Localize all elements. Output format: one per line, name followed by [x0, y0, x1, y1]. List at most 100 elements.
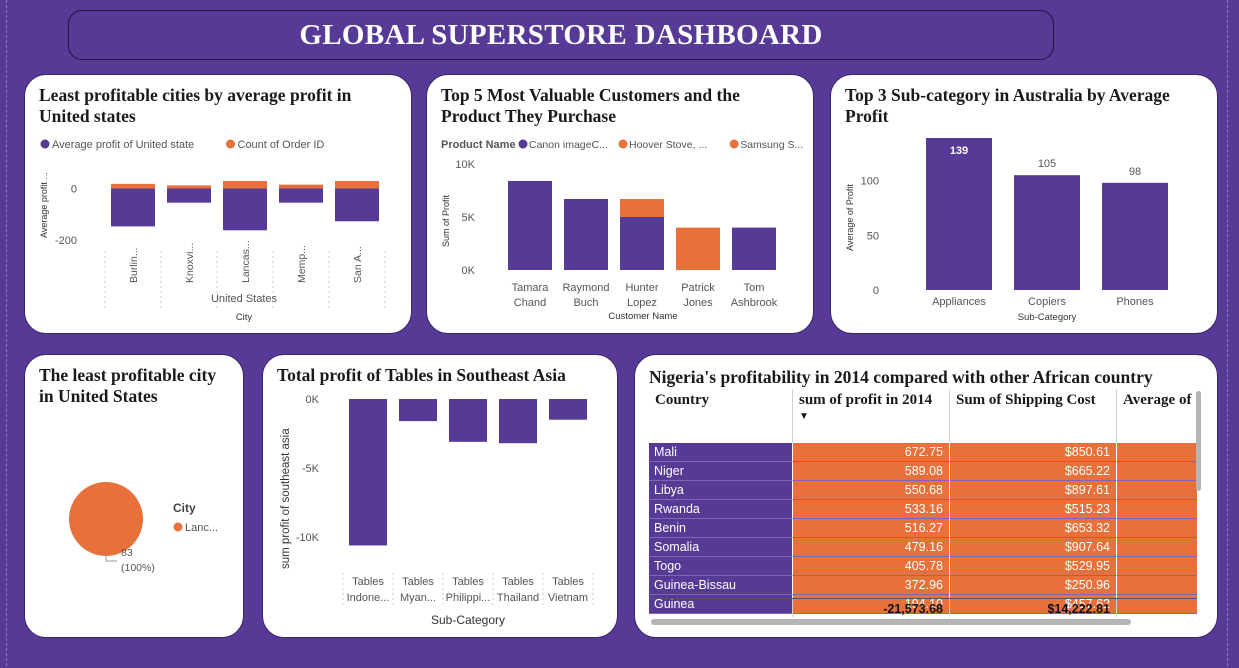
x-tick-label: Myan... — [400, 592, 436, 604]
cell-country: Benin — [649, 519, 793, 538]
cell-country: Togo — [649, 557, 793, 576]
tables-chart[interactable]: sum profit of southeast asia 0K -5K -10K Tab… — [263, 355, 618, 638]
pie-chart[interactable]: 83 (100%) City Lanc... — [25, 355, 244, 638]
cell-shipping: $665.22 — [950, 462, 1117, 481]
y-tick-label: 50 — [867, 230, 879, 242]
x-axis-label: City — [236, 312, 253, 323]
table-row[interactable]: Togo 405.78 $529.95 — [649, 557, 1197, 576]
cell-profit: 516.27 — [793, 519, 950, 538]
cell-country: Guinea — [649, 595, 793, 614]
legend-label: Average profit of United state — [52, 139, 194, 151]
bar — [549, 399, 587, 420]
table-row[interactable]: Guinea-Bissau 372.96 $250.96 — [649, 576, 1197, 595]
bar-segment — [732, 227, 776, 270]
cell-average — [1117, 557, 1197, 576]
cell-country: Mali — [649, 443, 793, 462]
column-header-profit[interactable]: sum of profit in 2014 ▼ — [793, 389, 950, 443]
column-header-country[interactable]: Country — [649, 389, 793, 443]
column-header-average[interactable]: Average of — [1123, 392, 1192, 408]
x-tick-label: Memp... — [296, 245, 308, 283]
x-tick-label: Tables — [452, 576, 484, 588]
x-tick-label: Jones — [683, 297, 713, 309]
card-top-customers[interactable]: Top 5 Most Valuable Customers and the Pr… — [426, 74, 814, 334]
column-header-shipping[interactable]: Sum of Shipping Cost — [950, 389, 1117, 443]
x-tick-label: Burlin... — [128, 247, 140, 283]
legend-label: Canon imageC... — [529, 139, 608, 151]
cell-average — [1117, 576, 1197, 595]
table-row[interactable]: Rwanda 533.16 $515.23 — [649, 500, 1197, 519]
cell-shipping: $850.61 — [950, 443, 1117, 462]
bar — [1014, 175, 1080, 290]
x-tick-label: San A... — [352, 246, 364, 283]
cities-chart[interactable]: Average profit of United state Count of O… — [25, 75, 412, 334]
dashboard-title: GLOBAL SUPERSTORE DASHBOARD — [299, 19, 823, 51]
card-title: Least profitable cities by average profi… — [39, 85, 352, 126]
card-nigeria-table[interactable]: Nigeria's profitability in 2014 compared… — [634, 354, 1218, 638]
x-tick-label: Ashbrook — [731, 297, 778, 309]
legend-label: Count of Order ID — [238, 139, 325, 151]
cell-profit: 550.68 — [793, 481, 950, 500]
y-axis-label: sum profit of southeast asia — [280, 428, 292, 569]
y-tick-label: -200 — [55, 235, 77, 247]
y-axis-label: Average of Profit — [845, 184, 855, 251]
x-axis-label: Sub-Category — [431, 613, 505, 627]
customers-chart[interactable]: Product Name Canon imageC... Hoover Stove,… — [427, 75, 814, 334]
x-tick-label: Philippi... — [446, 592, 491, 604]
vertical-scrollbar[interactable] — [1196, 391, 1201, 491]
table-row[interactable]: Somalia 479.16 $907.64 — [649, 538, 1197, 557]
sort-descending-icon[interactable]: ▼ — [799, 411, 809, 422]
x-tick-label: Tables — [402, 576, 434, 588]
subcategory-chart[interactable]: Average of Profit 100 50 0 139 Appliances 105 C… — [831, 75, 1218, 334]
table-header: Country sum of profit in 2014 ▼ Sum of S… — [649, 389, 1197, 443]
total-country — [649, 599, 793, 617]
table-row[interactable]: Libya 550.68 $897.61 — [649, 481, 1197, 500]
x-tick-label: Indone... — [347, 592, 390, 604]
cell-average — [1117, 462, 1197, 481]
dashboard-header: GLOBAL SUPERSTORE DASHBOARD — [68, 10, 1054, 60]
cell-profit: 589.08 — [793, 462, 950, 481]
bar — [449, 399, 487, 442]
cell-profit: 194.10 — [793, 595, 950, 614]
card-subcategory-australia[interactable]: Top 3 Sub-category in Australia by Avera… — [830, 74, 1218, 334]
table-row[interactable]: Guinea 194.10 $457.62 — [649, 595, 1197, 614]
cell-profit: 372.96 — [793, 576, 950, 595]
bar-segment — [620, 198, 664, 217]
cell-country: Somalia — [649, 538, 793, 557]
total-profit: -21,573.68 — [793, 599, 950, 617]
legend-marker — [40, 139, 50, 149]
table-row[interactable]: Mali 672.75 $850.61 — [649, 443, 1197, 462]
table-row[interactable]: Benin 516.27 $653.32 — [649, 519, 1197, 538]
cell-average — [1117, 500, 1197, 519]
bar — [349, 399, 387, 546]
cell-average — [1117, 481, 1197, 500]
data-table[interactable]: Country sum of profit in 2014 ▼ Sum of S… — [649, 389, 1197, 617]
x-tick-label: Tables — [552, 576, 584, 588]
card-least-profitable-cities[interactable]: Least profitable cities by average profi… — [24, 74, 412, 334]
x-tick-label: Lopez — [627, 297, 657, 309]
cell-average — [1117, 595, 1197, 614]
pie-value-label: 83 — [121, 547, 133, 559]
horizontal-scrollbar[interactable] — [651, 619, 1131, 625]
bar-segment — [676, 227, 720, 270]
x-tick-label: Buch — [573, 297, 598, 309]
x-tick-label: Phones — [1116, 296, 1154, 308]
table-row[interactable]: Niger 589.08 $665.22 — [649, 462, 1197, 481]
bar-order-count — [167, 185, 211, 189]
x-tick-label: Thailand — [497, 592, 539, 604]
cell-average — [1117, 538, 1197, 557]
y-tick-label: 0 — [873, 285, 879, 297]
x-tick-label: Tables — [502, 576, 534, 588]
x-tick-label: Copiers — [1028, 296, 1066, 308]
cell-shipping: $515.23 — [950, 500, 1117, 519]
data-label: 98 — [1129, 166, 1141, 178]
x-tick-label: Hunter — [625, 282, 658, 294]
card-least-profitable-city[interactable]: The least profitable city in United Stat… — [24, 354, 244, 638]
x-tick-label: Appliances — [932, 296, 986, 308]
card-title: Top 3 Sub-category in Australia by Avera… — [845, 85, 1170, 126]
y-tick-label: -5K — [302, 463, 320, 475]
bar-average-profit — [335, 188, 379, 222]
bar — [1102, 182, 1168, 290]
card-title: Total profit of Tables in Southeast Asia — [277, 365, 566, 385]
card-tables-southeast-asia[interactable]: Total profit of Tables in Southeast Asia… — [262, 354, 618, 638]
legend-label: Hoover Stove, ... — [629, 139, 707, 151]
